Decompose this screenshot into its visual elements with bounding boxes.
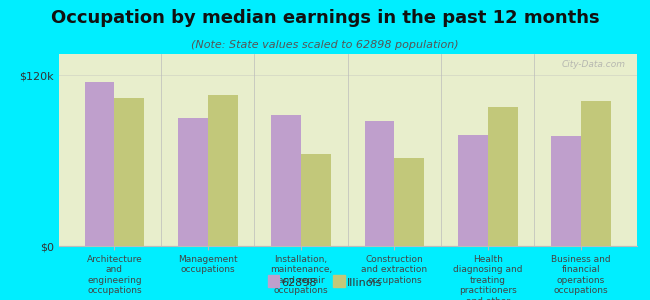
- Bar: [301, 154, 331, 246]
- Bar: [84, 82, 114, 246]
- Bar: [208, 95, 238, 246]
- Bar: [395, 158, 424, 246]
- Bar: [551, 136, 581, 246]
- Bar: [365, 121, 395, 246]
- Bar: [488, 106, 517, 246]
- Bar: [114, 98, 144, 246]
- Legend: 62898, Illinois: 62898, Illinois: [265, 275, 385, 291]
- Text: (Note: State values scaled to 62898 population): (Note: State values scaled to 62898 popu…: [191, 40, 459, 50]
- Bar: [458, 135, 488, 246]
- Bar: [271, 115, 301, 246]
- Text: Occupation by median earnings in the past 12 months: Occupation by median earnings in the pas…: [51, 9, 599, 27]
- Text: City-Data.com: City-Data.com: [562, 60, 625, 69]
- Bar: [581, 101, 611, 246]
- Bar: [178, 118, 208, 246]
